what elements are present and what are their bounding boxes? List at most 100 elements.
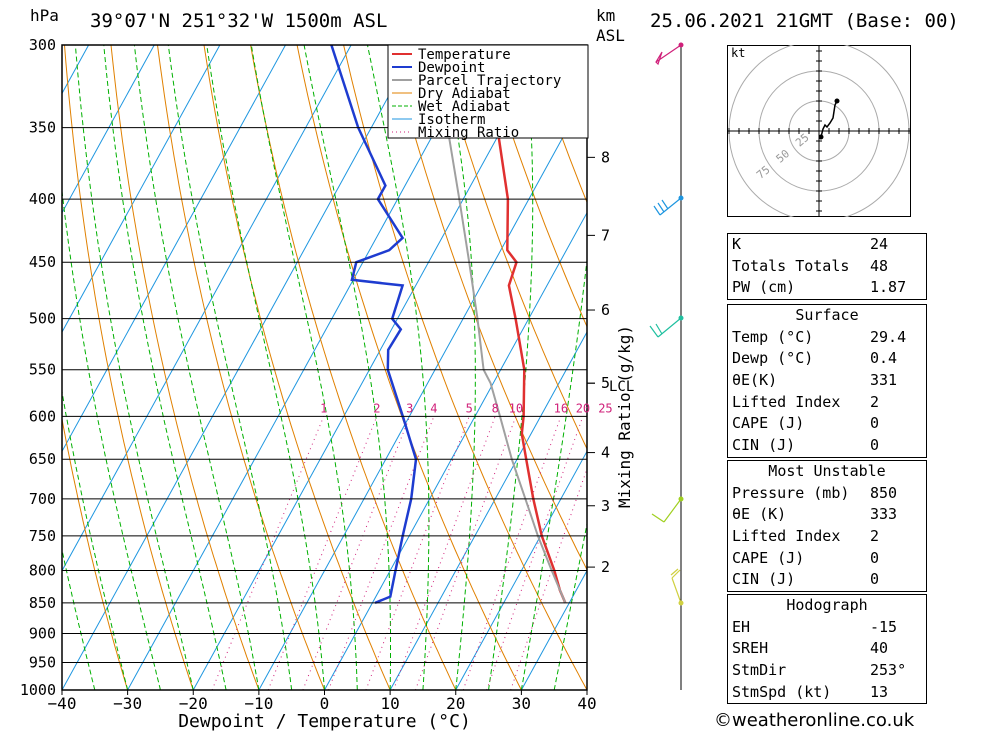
wind-barb-dot — [678, 195, 684, 201]
wind-barb — [655, 44, 682, 66]
row-label: StmDir — [732, 661, 787, 680]
pressure-tick-label: 800 — [29, 561, 56, 579]
x-tick-label: 40 — [577, 694, 596, 713]
mixing-ratio-label: 5 — [466, 401, 473, 415]
table-row: StmDir 253° — [728, 660, 926, 682]
wet-adiabat-line — [367, 45, 430, 690]
wet-adiabat-line — [206, 45, 325, 690]
wind-barb-dot — [678, 42, 684, 48]
pressure-tick-label: 750 — [29, 527, 56, 545]
table-row: Temp (°C) 29.4 — [728, 327, 926, 349]
row-value: 40 — [870, 639, 889, 658]
dry-adiabat-line — [157, 45, 325, 690]
row-value: 850 — [870, 483, 898, 502]
dry-adiabat-line — [296, 45, 522, 690]
pressure-tick-label: 600 — [29, 407, 56, 425]
wind-barb-column — [649, 42, 684, 690]
row-value: 0.4 — [870, 349, 898, 368]
mixing-ratio-line — [267, 416, 378, 690]
pressure-tick-label: 350 — [29, 119, 56, 137]
location-title: 39°07'N 251°32'W 1500m ASL — [90, 10, 388, 32]
x-tick-label: 20 — [446, 694, 465, 713]
mixing-ratio-label: 8 — [492, 401, 499, 415]
row-value: 48 — [870, 256, 889, 275]
dry-adiabat-line — [482, 45, 587, 328]
x-axis-label: Dewpoint / Temperature (°C) — [178, 711, 471, 732]
mixing-ratio-line — [302, 416, 411, 690]
row-value: 2 — [870, 527, 880, 546]
wet-adiabat-line — [62, 187, 161, 690]
x-tick-label: 30 — [512, 694, 531, 713]
row-label: θE(K) — [732, 371, 778, 390]
row-value: 2 — [870, 392, 880, 411]
x-tick-label: 10 — [380, 694, 399, 713]
pressure-tick-label: 950 — [29, 654, 56, 672]
legend-item-label: Mixing Ratio — [418, 125, 519, 141]
mixing-ratio-line — [393, 416, 496, 690]
row-label: EH — [732, 617, 751, 636]
mixing-ratio-line — [211, 416, 325, 690]
row-value: 331 — [870, 371, 898, 390]
row-value: 0 — [870, 414, 880, 433]
wet-adiabat-line — [553, 521, 587, 690]
isotherm-line — [324, 211, 587, 690]
hodograph-table: Hodograph EH -15 SREH 40 StmDir 253° StmSpd (kt… — [727, 594, 927, 705]
table-row: θE(K) 331 — [728, 370, 926, 392]
wind-barb — [670, 568, 682, 604]
row-label: StmSpd (kt) — [732, 682, 832, 701]
row-value: -15 — [870, 617, 898, 636]
copyright-text: ©weatheronline.co.uk — [714, 710, 915, 731]
pressure-tick-label: 400 — [29, 190, 56, 208]
row-label: θE (K) — [732, 505, 787, 524]
km-tick-label: 6 — [601, 301, 610, 319]
wind-barb — [651, 498, 682, 523]
row-value: 13 — [870, 682, 889, 701]
isotherm-line — [62, 45, 418, 690]
legend-item-label: Parcel Trajectory — [418, 73, 561, 89]
wet-adiabat-line — [250, 45, 358, 690]
row-value: 0 — [870, 436, 880, 455]
indices-table: K 24 Totals Totals 48 PW (cm) 1.87 — [727, 233, 927, 301]
table-row: K 24 — [728, 234, 926, 256]
legend-item-label: Isotherm — [418, 112, 485, 128]
x-tick-label: −40 — [48, 694, 77, 713]
isotherm-line — [455, 450, 587, 690]
wet-adiabat-line — [442, 45, 476, 690]
hodograph-point — [834, 98, 840, 104]
plot-frame — [61, 44, 588, 691]
height-unit-km: km — [596, 6, 616, 25]
row-value: 0 — [870, 570, 880, 589]
pressure-unit-label: hPa — [30, 6, 59, 25]
height-unit-asl: ASL — [596, 26, 625, 45]
row-label: Lifted Index — [732, 527, 841, 546]
table-row: θE (K) 333 — [728, 504, 926, 526]
mixing-ratio-label: 2 — [373, 401, 380, 415]
mixing-ratio-line — [486, 416, 584, 690]
series-temperature — [482, 45, 567, 604]
table-row: StmSpd (kt) 13 — [728, 682, 926, 704]
isotherm-line — [520, 569, 587, 690]
pressure-tick-label: 650 — [29, 450, 56, 468]
isotherm-line — [62, 45, 155, 214]
wind-barb-dot — [678, 315, 684, 321]
x-tick-label: 0 — [320, 694, 330, 713]
surface-table: Surface Temp (°C) 29.4 Dewp (°C) 0.4 θE(K) 331… — [727, 304, 927, 458]
table-row: CAPE (J) 0 — [728, 413, 926, 435]
km-tick-label: 2 — [601, 558, 610, 576]
series-dewpoint — [330, 45, 418, 605]
mixing-ratio-label: 1 — [320, 401, 327, 415]
dry-adiabat-line — [995, 45, 1000, 690]
wet-adiabat-line — [167, 45, 293, 690]
isotherm-line — [0, 45, 23, 690]
dry-adiabat-line — [250, 45, 457, 690]
hodograph-trace — [820, 100, 838, 138]
row-label: K — [732, 235, 742, 253]
row-label: CIN (J) — [732, 570, 796, 589]
pressure-tick-label: 300 — [29, 36, 56, 54]
row-label: SREH — [732, 639, 769, 658]
km-tick-label: 4 — [601, 444, 610, 462]
row-label: Temp (°C) — [732, 327, 814, 346]
mixing-ratio-label: 16 — [554, 401, 568, 415]
